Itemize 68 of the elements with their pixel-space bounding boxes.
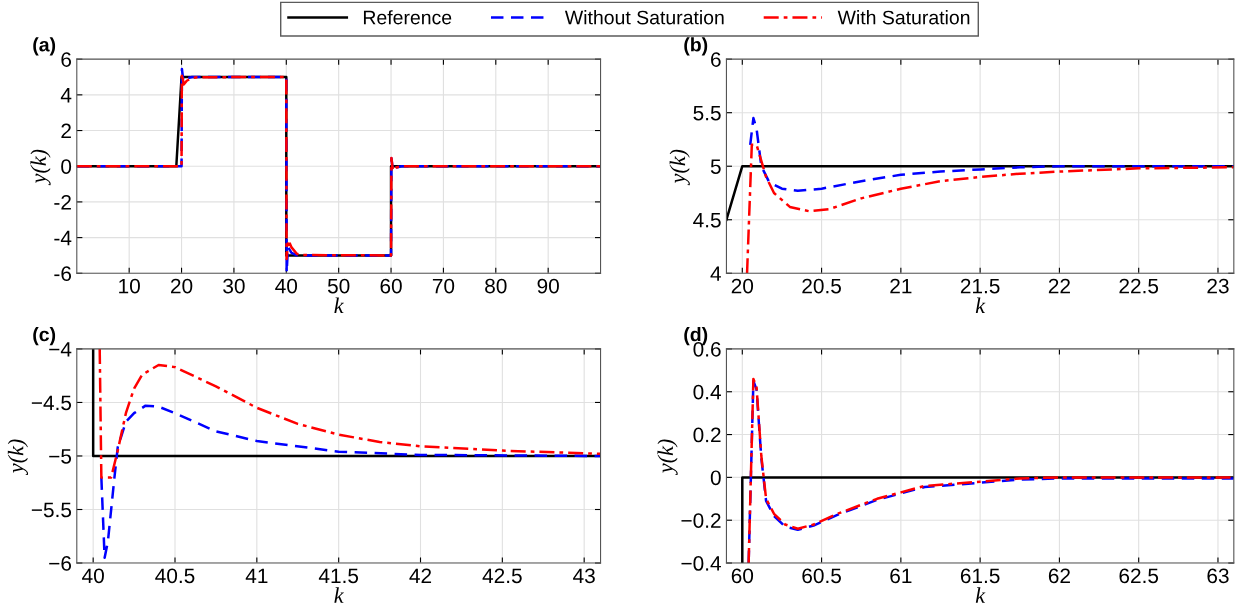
x-tick-label: 60.5 — [802, 568, 841, 584]
x-tick-label: 30 — [223, 278, 245, 294]
x-tick-label: 10 — [119, 278, 140, 294]
y-tick-label: −6 — [49, 556, 72, 571]
y-tick-label: 4 — [710, 266, 721, 281]
y-tick-label: −0.4 — [681, 556, 721, 571]
y-tick-label: −5.5 — [31, 502, 72, 518]
y-tick-label: -6 — [54, 266, 72, 282]
y-tick-label: 4.5 — [693, 212, 721, 228]
x-tick-label: 41 — [245, 568, 268, 583]
y-tick-label: 0.4 — [693, 384, 721, 400]
line-series — [98, 348, 601, 479]
x-tick-label: 40.5 — [155, 568, 195, 584]
x-tick-label: 40 — [275, 278, 298, 294]
x-tick-label: 61.5 — [960, 568, 1000, 584]
y-tick-label: 4 — [60, 88, 72, 103]
x-tick-label: 22.5 — [1119, 278, 1159, 294]
y-tick-label: -2 — [54, 194, 71, 210]
x-tick-label: 21.5 — [960, 278, 1000, 294]
line-series — [100, 404, 601, 559]
y-axis-title: y(k) — [657, 439, 678, 476]
x-tick-label: 42 — [409, 568, 432, 583]
x-tick-label: 42.5 — [482, 568, 522, 584]
y-tick-label: −5 — [49, 449, 72, 464]
x-tick-label: 20 — [731, 278, 754, 294]
y-tick-label: 6 — [711, 52, 721, 67]
x-tick-label: 60 — [380, 278, 402, 294]
x-axis-title: k — [975, 297, 986, 313]
line-series — [745, 143, 1234, 274]
x-tick-label: 40 — [82, 568, 104, 584]
x-axis-title: k — [334, 587, 344, 603]
y-axis-title: y(k) — [669, 149, 690, 186]
chart-title: (a) — [33, 37, 56, 56]
x-tick-label: 23 — [1207, 278, 1229, 294]
x-tick-label: 41.5 — [318, 568, 359, 584]
x-axis-title: k — [334, 297, 344, 313]
x-tick-label: 22 — [1048, 278, 1070, 294]
y-tick-label: -4 — [54, 230, 72, 246]
x-tick-label: 21 — [890, 278, 912, 294]
y-tick-label: −0.2 — [681, 513, 721, 528]
legend-label: Reference — [363, 10, 452, 25]
x-tick-label: 80 — [485, 278, 507, 294]
x-tick-label: 43 — [573, 568, 595, 584]
x-tick-label: 50 — [327, 278, 350, 294]
x-tick-label: 62 — [1048, 568, 1070, 584]
y-tick-label: 0.2 — [693, 427, 721, 443]
y-tick-label: −4.5 — [31, 395, 72, 411]
y-tick-label: 2 — [61, 123, 71, 139]
legend-label: With Saturation — [837, 10, 970, 25]
x-tick-label: 70 — [432, 278, 455, 294]
legend-label: Without Saturation — [564, 10, 724, 25]
x-tick-label: 61 — [890, 568, 912, 584]
y-tick-label: 6 — [61, 52, 72, 67]
line-series — [748, 116, 1234, 193]
y-tick-label: 5 — [710, 159, 721, 174]
x-tick-label: 90 — [537, 278, 559, 294]
y-tick-label: 0 — [710, 470, 721, 486]
y-axis-title: y(k) — [30, 149, 51, 186]
x-tick-label: 62.5 — [1119, 568, 1159, 584]
x-tick-label: 20 — [171, 278, 193, 294]
x-tick-label: 60 — [731, 568, 754, 584]
x-tick-label: 63 — [1207, 568, 1229, 584]
x-tick-label: 20.5 — [802, 278, 841, 294]
x-axis-title: k — [975, 587, 986, 603]
chart-title: (b) — [684, 37, 708, 56]
y-axis-title: y(k) — [7, 439, 29, 476]
y-tick-label: 0 — [61, 159, 72, 174]
y-tick-label: 5.5 — [693, 105, 721, 121]
